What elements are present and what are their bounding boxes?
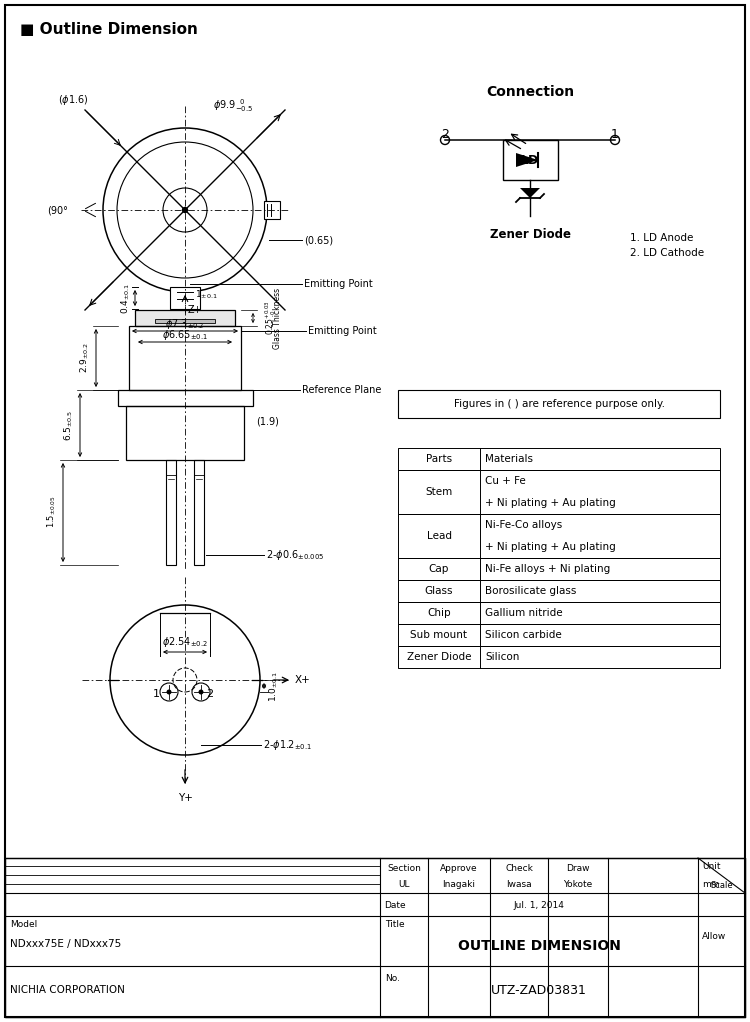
Circle shape: [166, 690, 172, 695]
Text: Silicon carbide: Silicon carbide: [485, 630, 562, 640]
Text: LD: LD: [520, 153, 539, 167]
Text: Check: Check: [505, 864, 533, 873]
Text: Y+: Y+: [178, 793, 193, 803]
Bar: [5, 858, 745, 1017]
Bar: [166, 460, 176, 565]
Text: 1.0$_{\pm0.1}$: 1.0$_{\pm0.1}$: [268, 670, 280, 701]
Text: 1$_{\pm0.1}$: 1$_{\pm0.1}$: [195, 289, 217, 301]
Text: 2.9$_{\pm0.2}$: 2.9$_{\pm0.2}$: [79, 342, 91, 373]
Text: Allow: Allow: [702, 931, 726, 940]
Text: Sub mount: Sub mount: [410, 630, 467, 640]
Text: 1: 1: [611, 128, 619, 141]
Text: Approve: Approve: [440, 864, 478, 873]
Text: Cu + Fe: Cu + Fe: [485, 476, 526, 486]
Text: Zener Diode: Zener Diode: [490, 228, 571, 241]
Bar: [503, 140, 558, 180]
Bar: [398, 470, 720, 514]
Text: Figures in ( ) are reference purpose only.: Figures in ( ) are reference purpose onl…: [454, 399, 664, 409]
Text: 2-$\phi$1.2$_{\pm0.1}$: 2-$\phi$1.2$_{\pm0.1}$: [263, 738, 312, 752]
Text: 1. LD Anode: 1. LD Anode: [630, 233, 693, 243]
Bar: [264, 201, 280, 219]
Text: No.: No.: [385, 974, 400, 982]
Text: X+: X+: [295, 675, 310, 685]
Circle shape: [199, 690, 203, 695]
Text: Connection: Connection: [486, 85, 574, 99]
Text: UL: UL: [398, 880, 410, 888]
Text: Stem: Stem: [425, 487, 452, 497]
Text: Silicon: Silicon: [485, 652, 519, 662]
Circle shape: [182, 207, 188, 213]
Text: (90°: (90°: [47, 205, 68, 215]
Polygon shape: [520, 188, 540, 198]
Text: + Ni plating + Au plating: + Ni plating + Au plating: [485, 542, 616, 552]
Text: Date: Date: [384, 900, 406, 910]
Text: (1.9): (1.9): [256, 416, 279, 426]
Text: Reference Plane: Reference Plane: [302, 385, 381, 394]
Bar: [170, 287, 200, 309]
Text: $\phi$7.3$_{\pm0.2}$: $\phi$7.3$_{\pm0.2}$: [165, 317, 205, 331]
Bar: [129, 326, 241, 390]
Bar: [126, 406, 244, 460]
Text: Draw: Draw: [566, 864, 590, 873]
Text: Scale: Scale: [711, 881, 734, 889]
Bar: [398, 448, 720, 470]
Text: Iwasa: Iwasa: [506, 880, 532, 888]
Bar: [194, 460, 204, 565]
Bar: [398, 580, 720, 602]
Text: Ni-Fe-Co alloys: Ni-Fe-Co alloys: [485, 520, 562, 530]
Text: Ni-Fe alloys + Ni plating: Ni-Fe alloys + Ni plating: [485, 564, 610, 574]
Bar: [398, 514, 720, 558]
Bar: [398, 558, 720, 580]
Text: Borosilicate glass: Borosilicate glass: [485, 586, 576, 596]
Text: Z+: Z+: [188, 305, 202, 315]
Text: 2. LD Cathode: 2. LD Cathode: [630, 248, 704, 258]
Polygon shape: [516, 153, 538, 167]
Bar: [135, 310, 235, 326]
Text: Emitting Point: Emitting Point: [308, 326, 376, 336]
Text: 1.5$_{\pm0.05}$: 1.5$_{\pm0.05}$: [46, 496, 58, 528]
Text: Section: Section: [387, 864, 421, 873]
Text: Chip: Chip: [427, 608, 451, 618]
Text: UTZ-ZAD03831: UTZ-ZAD03831: [491, 983, 587, 996]
Text: (0.65): (0.65): [304, 235, 333, 245]
Text: 0.4$_{\pm0.1}$: 0.4$_{\pm0.1}$: [119, 282, 132, 314]
Text: Emitting Point: Emitting Point: [304, 279, 373, 289]
Bar: [398, 624, 720, 646]
Text: + Ni plating + Au plating: + Ni plating + Au plating: [485, 498, 616, 508]
Text: 0.25$^{+0.03}_{\ \ 0}$: 0.25$^{+0.03}_{\ \ 0}$: [263, 300, 278, 335]
Text: $\phi$6.65$_{\pm0.1}$: $\phi$6.65$_{\pm0.1}$: [162, 328, 208, 342]
Text: ($\phi$1.6): ($\phi$1.6): [58, 93, 88, 107]
Text: Glass: Glass: [424, 586, 453, 596]
Text: Title: Title: [385, 920, 405, 929]
Text: $\phi$9.9$^{\ \ 0}_{-0.5}$: $\phi$9.9$^{\ \ 0}_{-0.5}$: [213, 97, 253, 114]
Text: Model: Model: [10, 920, 38, 929]
Text: Jul. 1, 2014: Jul. 1, 2014: [514, 900, 565, 910]
Text: Parts: Parts: [426, 454, 452, 464]
Text: Lead: Lead: [427, 531, 451, 541]
Text: OUTLINE DIMENSION: OUTLINE DIMENSION: [458, 939, 620, 953]
Text: ■ Outline Dimension: ■ Outline Dimension: [20, 22, 198, 37]
Bar: [155, 319, 215, 323]
Text: NDxxx75E / NDxxx75: NDxxx75E / NDxxx75: [10, 939, 122, 949]
Text: Cap: Cap: [429, 564, 449, 574]
Text: Materials: Materials: [485, 454, 533, 464]
Text: Gallium nitride: Gallium nitride: [485, 608, 562, 618]
Bar: [398, 390, 720, 418]
Text: $\phi$2.54$_{\pm0.2}$: $\phi$2.54$_{\pm0.2}$: [162, 635, 208, 649]
Bar: [398, 602, 720, 624]
Text: 2: 2: [441, 128, 449, 141]
Text: mm: mm: [702, 880, 719, 888]
Bar: [118, 390, 253, 406]
Text: NICHIA CORPORATION: NICHIA CORPORATION: [10, 985, 124, 995]
Text: Inagaki: Inagaki: [442, 880, 476, 888]
Text: Unit: Unit: [702, 862, 721, 871]
Bar: [398, 646, 720, 668]
Text: Glass Thickness: Glass Thickness: [273, 287, 282, 349]
Text: Yokote: Yokote: [563, 880, 592, 888]
Text: Zener Diode: Zener Diode: [406, 652, 471, 662]
Text: 2-$\phi$0.6$_{\pm0.005}$: 2-$\phi$0.6$_{\pm0.005}$: [266, 548, 325, 562]
Text: 6.5$_{\pm0.5}$: 6.5$_{\pm0.5}$: [62, 410, 75, 440]
Text: 1: 1: [153, 689, 160, 699]
Text: 2: 2: [206, 689, 213, 699]
